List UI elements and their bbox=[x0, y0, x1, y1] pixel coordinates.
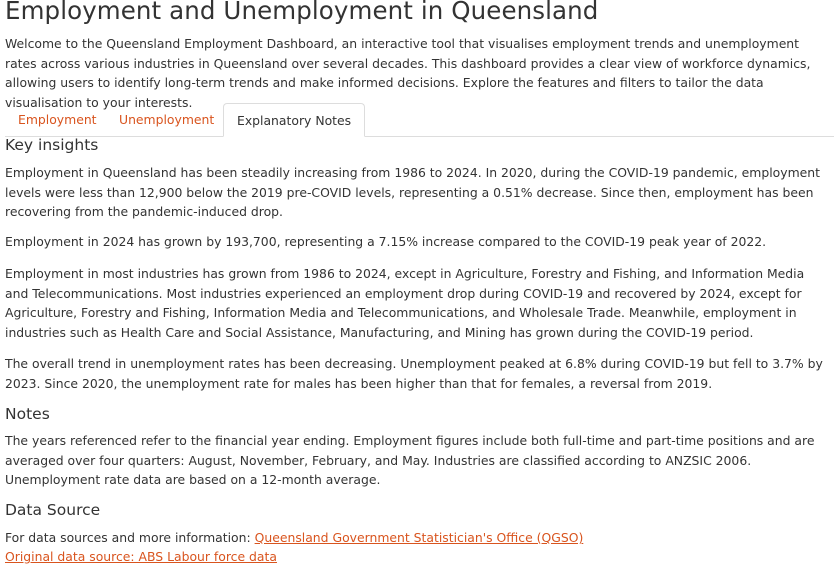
tab-unemployment[interactable]: Unemployment bbox=[119, 112, 215, 127]
key-insights-heading: Key insights bbox=[5, 136, 99, 154]
data-source-prefix: For data sources and more information: bbox=[5, 530, 255, 545]
data-source-heading: Data Source bbox=[5, 501, 101, 519]
insight-paragraph: Employment in most industries has grown … bbox=[5, 266, 805, 340]
notes-paragraph: The years referenced refer to the financ… bbox=[5, 433, 815, 487]
qgso-link[interactable]: Queensland Government Statistician's Off… bbox=[254, 530, 584, 545]
tab-employment[interactable]: Employment bbox=[18, 112, 97, 127]
insight-paragraph: Employment in 2024 has grown by 193,700,… bbox=[5, 234, 767, 249]
data-source-line: For data sources and more information: Q… bbox=[5, 528, 583, 548]
abs-source-line: Original data source: ABS Labour force d… bbox=[5, 547, 277, 566]
tab-explanatory-notes[interactable]: Explanatory Notes bbox=[223, 103, 366, 137]
tab-bar: Employment Unemployment Explanatory Note… bbox=[5, 103, 834, 137]
insight-paragraph: The overall trend in unemployment rates … bbox=[5, 356, 823, 391]
insight-paragraph: Employment in Queensland has been steadi… bbox=[5, 165, 820, 219]
page-title: Employment and Unemployment in Queenslan… bbox=[5, 0, 599, 25]
intro-paragraph: Welcome to the Queensland Employment Das… bbox=[5, 36, 811, 110]
abs-data-link[interactable]: Original data source: ABS Labour force d… bbox=[5, 549, 277, 564]
notes-heading: Notes bbox=[5, 405, 50, 423]
